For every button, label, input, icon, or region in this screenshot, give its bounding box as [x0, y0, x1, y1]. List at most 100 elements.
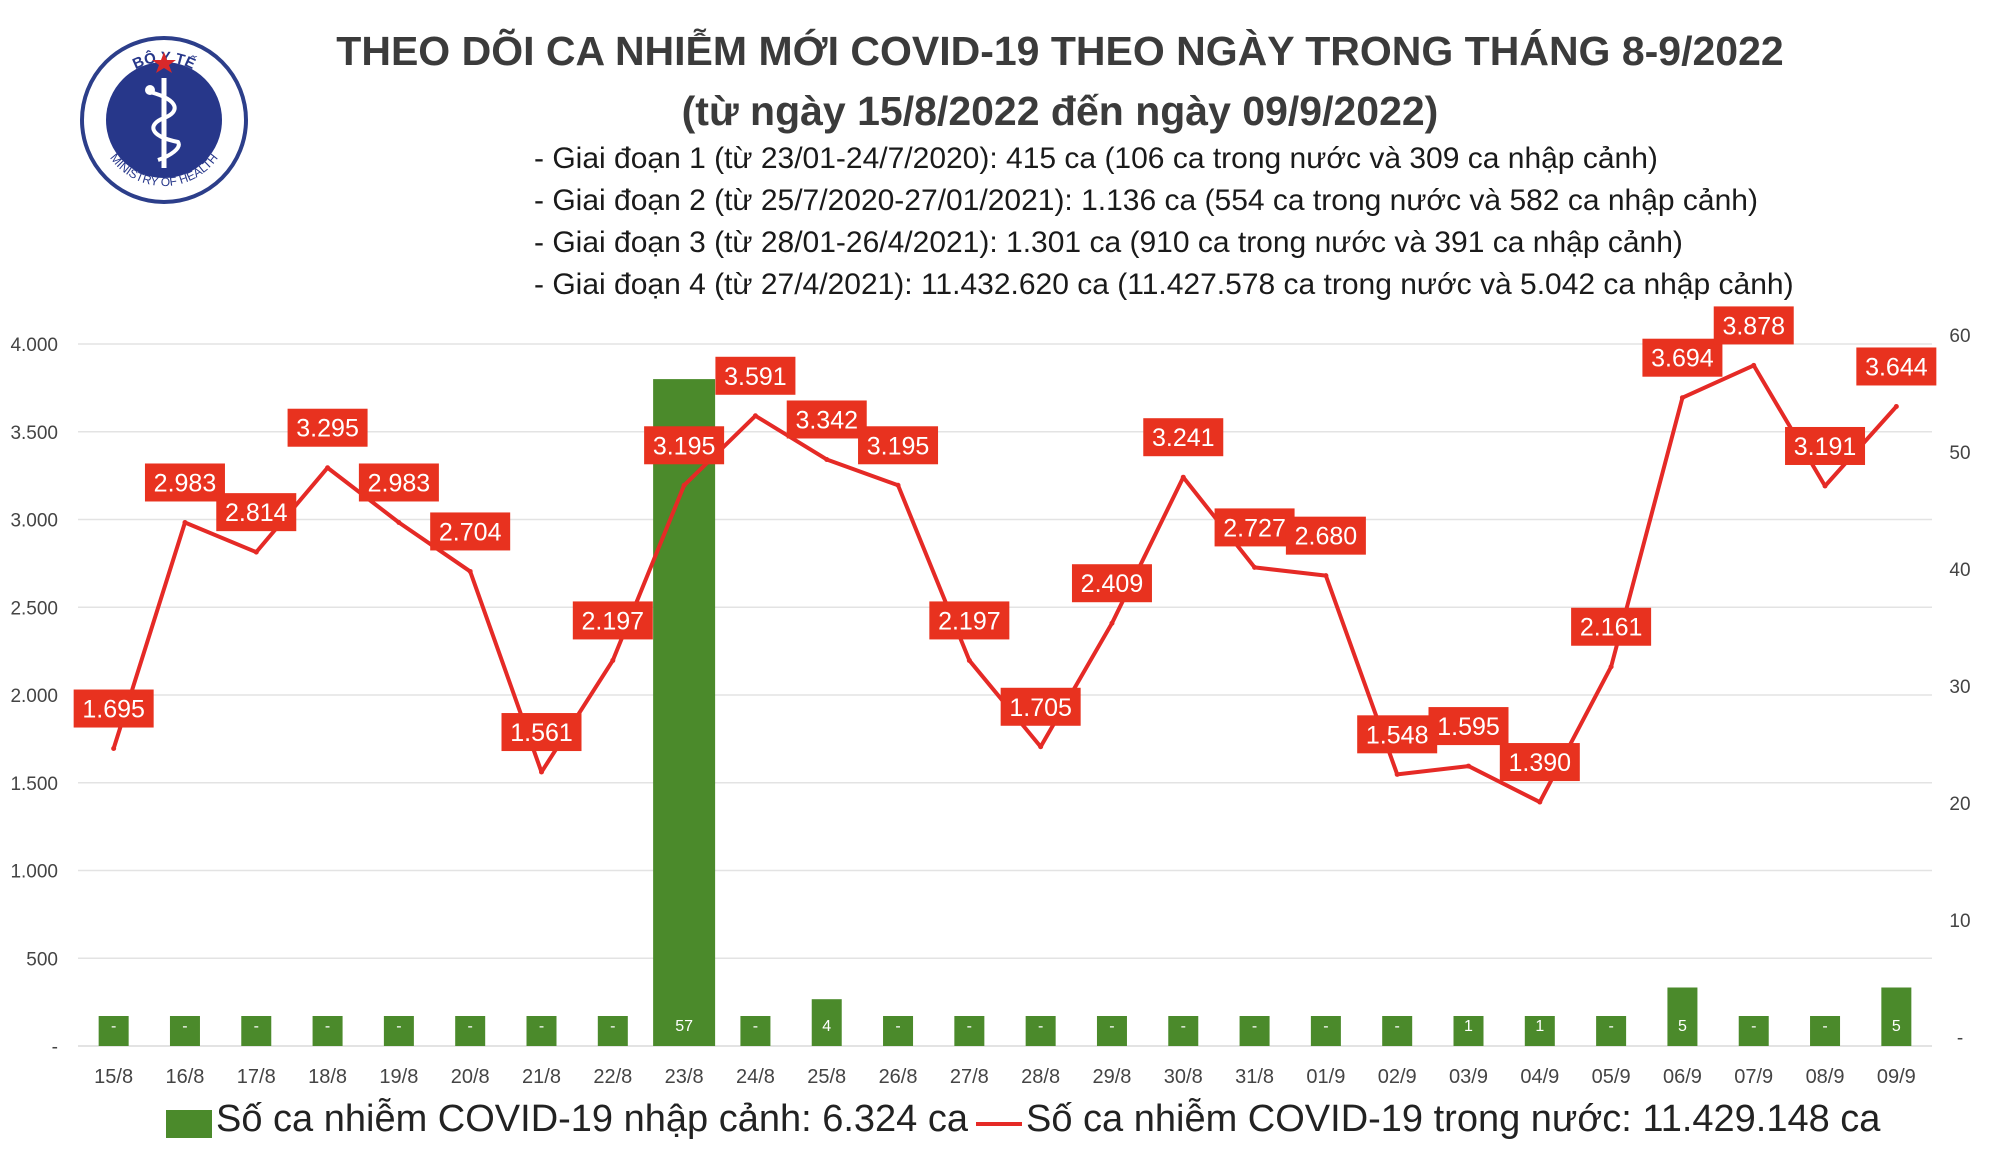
line-value-label: 2.704 — [439, 518, 502, 546]
x-tick-label: 16/8 — [165, 1066, 204, 1088]
x-tick-label: 06/9 — [1663, 1066, 1702, 1088]
bars-imported-cases: - - - - - - - - 57 - 4 - - - - - - - - 1 1 - 5 - - 5 — [98, 379, 1912, 1047]
bar — [526, 1016, 557, 1046]
line-value-label: 1.390 — [1509, 749, 1572, 777]
line-value-label: 3.195 — [867, 432, 930, 460]
right-axis-ticks: - 10 20 30 40 50 60 — [1949, 326, 1970, 1049]
y-right-tick-label: 40 — [1949, 560, 1970, 581]
bar-value-label: - — [468, 1018, 473, 1035]
y-left-tick-label: 4.000 — [10, 335, 58, 356]
y-left-tick-label: 3.500 — [10, 423, 58, 444]
bar-value-label: 4 — [822, 1018, 831, 1035]
bar — [1168, 1016, 1199, 1046]
line-data-labels: 1.695 2.983 2.814 3.295 2.983 2.704 1.561 2.197… — [73, 306, 1937, 782]
y-right-tick-label: 60 — [1949, 326, 1970, 347]
line-label-box — [1571, 607, 1652, 646]
line-label-box — [73, 689, 154, 728]
x-tick-label: 05/9 — [1592, 1066, 1631, 1088]
line-series-domestic — [111, 363, 1898, 805]
bar-value-label: - — [254, 1018, 259, 1035]
y-right-tick-label: - — [1957, 1028, 1963, 1049]
line-point — [1679, 395, 1685, 401]
note-phase-4: - Giai đoạn 4 (từ 27/4/2021): 11.432.620… — [534, 268, 1794, 301]
bar — [1596, 1016, 1627, 1046]
line-label-box — [1285, 516, 1366, 555]
line-label-box — [786, 400, 867, 439]
bar — [1738, 1016, 1769, 1046]
line-point — [1323, 573, 1329, 579]
bar-value-label: 1 — [1535, 1018, 1544, 1035]
bar-value-label: - — [1181, 1018, 1186, 1035]
legend-bar-swatch — [166, 1110, 212, 1138]
line-label-box — [216, 493, 297, 532]
bar — [455, 1016, 486, 1046]
bar — [1881, 987, 1912, 1046]
line-label-box — [1713, 306, 1794, 345]
bar-value-label: - — [967, 1018, 972, 1035]
line-label-box — [572, 601, 653, 640]
note-phase-2: - Giai đoạn 2 (từ 25/7/2020-27/01/2021):… — [534, 184, 1758, 217]
bar — [811, 999, 842, 1046]
line-value-label: 2.814 — [225, 499, 288, 527]
x-tick-label: 31/8 — [1235, 1066, 1274, 1088]
line-point — [1252, 564, 1258, 570]
bar-value-label: - — [1038, 1018, 1043, 1035]
line-point — [1109, 620, 1115, 626]
line-label-box — [858, 426, 939, 465]
chart-subtitle: (từ ngày 15/8/2022 đến ngày 09/9/2022) — [681, 88, 1439, 134]
line-label-box — [1143, 418, 1224, 457]
x-tick-label: 27/8 — [950, 1066, 989, 1088]
bar — [1453, 1016, 1484, 1046]
x-tick-label: 21/8 — [522, 1066, 561, 1088]
bar — [312, 1016, 343, 1046]
left-axis-ticks: - 500 1.000 1.500 2.000 2.500 3.000 3.500 4.000 — [10, 335, 58, 1058]
bar — [1667, 987, 1698, 1046]
bar-value-label: - — [396, 1018, 401, 1035]
x-tick-label: 24/8 — [736, 1066, 775, 1088]
y-right-tick-label: 20 — [1949, 794, 1970, 815]
line-point — [824, 456, 830, 462]
line-label-box — [1499, 743, 1580, 782]
bar — [1524, 1016, 1555, 1046]
line-point — [895, 482, 901, 488]
line-value-label: 3.195 — [653, 432, 716, 460]
x-tick-label: 18/8 — [308, 1066, 347, 1088]
bar — [740, 1016, 771, 1046]
line-value-label: 1.548 — [1366, 721, 1429, 749]
line-value-label: 2.983 — [154, 469, 217, 497]
bar-value-label: - — [1109, 1018, 1114, 1035]
line-point — [1394, 771, 1400, 777]
bar-value-label: - — [111, 1018, 116, 1035]
bar-value-label: 1 — [1464, 1018, 1473, 1035]
line-point — [182, 519, 188, 525]
y-left-tick-label: - — [52, 1037, 58, 1058]
bar-value-label: - — [1252, 1018, 1257, 1035]
line-value-label: 2.727 — [1223, 514, 1286, 542]
line-point — [1822, 483, 1828, 489]
line-label-box — [1642, 338, 1723, 377]
x-tick-label: 08/9 — [1806, 1066, 1845, 1088]
line-domestic-cases — [111, 362, 1899, 805]
bar-value-label: - — [1822, 1018, 1827, 1035]
bar-value-label: - — [539, 1018, 544, 1035]
bar — [1310, 1016, 1341, 1046]
x-tick-label: 25/8 — [807, 1066, 846, 1088]
line-label-box — [1214, 508, 1295, 547]
y-right-tick-label: 10 — [1949, 911, 1970, 932]
x-tick-label: 02/9 — [1378, 1066, 1417, 1088]
line-value-label: 3.591 — [724, 363, 787, 391]
bar-value-label: - — [1323, 1018, 1328, 1035]
bar-value-label: 5 — [1892, 1018, 1901, 1035]
line-label-box — [1856, 347, 1937, 386]
line-value-label: 1.561 — [510, 719, 573, 747]
note-phase-3: - Giai đoạn 3 (từ 28/01-26/4/2021): 1.30… — [534, 226, 1683, 259]
x-tick-label: 04/9 — [1520, 1066, 1559, 1088]
line-value-label: 2.197 — [582, 607, 645, 635]
bar — [597, 1016, 628, 1046]
line-value-label: 2.161 — [1580, 614, 1643, 642]
bar-value-label: 5 — [1678, 1018, 1687, 1035]
legend-line-swatch — [976, 1122, 1022, 1126]
x-tick-label: 17/8 — [237, 1066, 276, 1088]
x-tick-label: 15/8 — [94, 1066, 133, 1088]
